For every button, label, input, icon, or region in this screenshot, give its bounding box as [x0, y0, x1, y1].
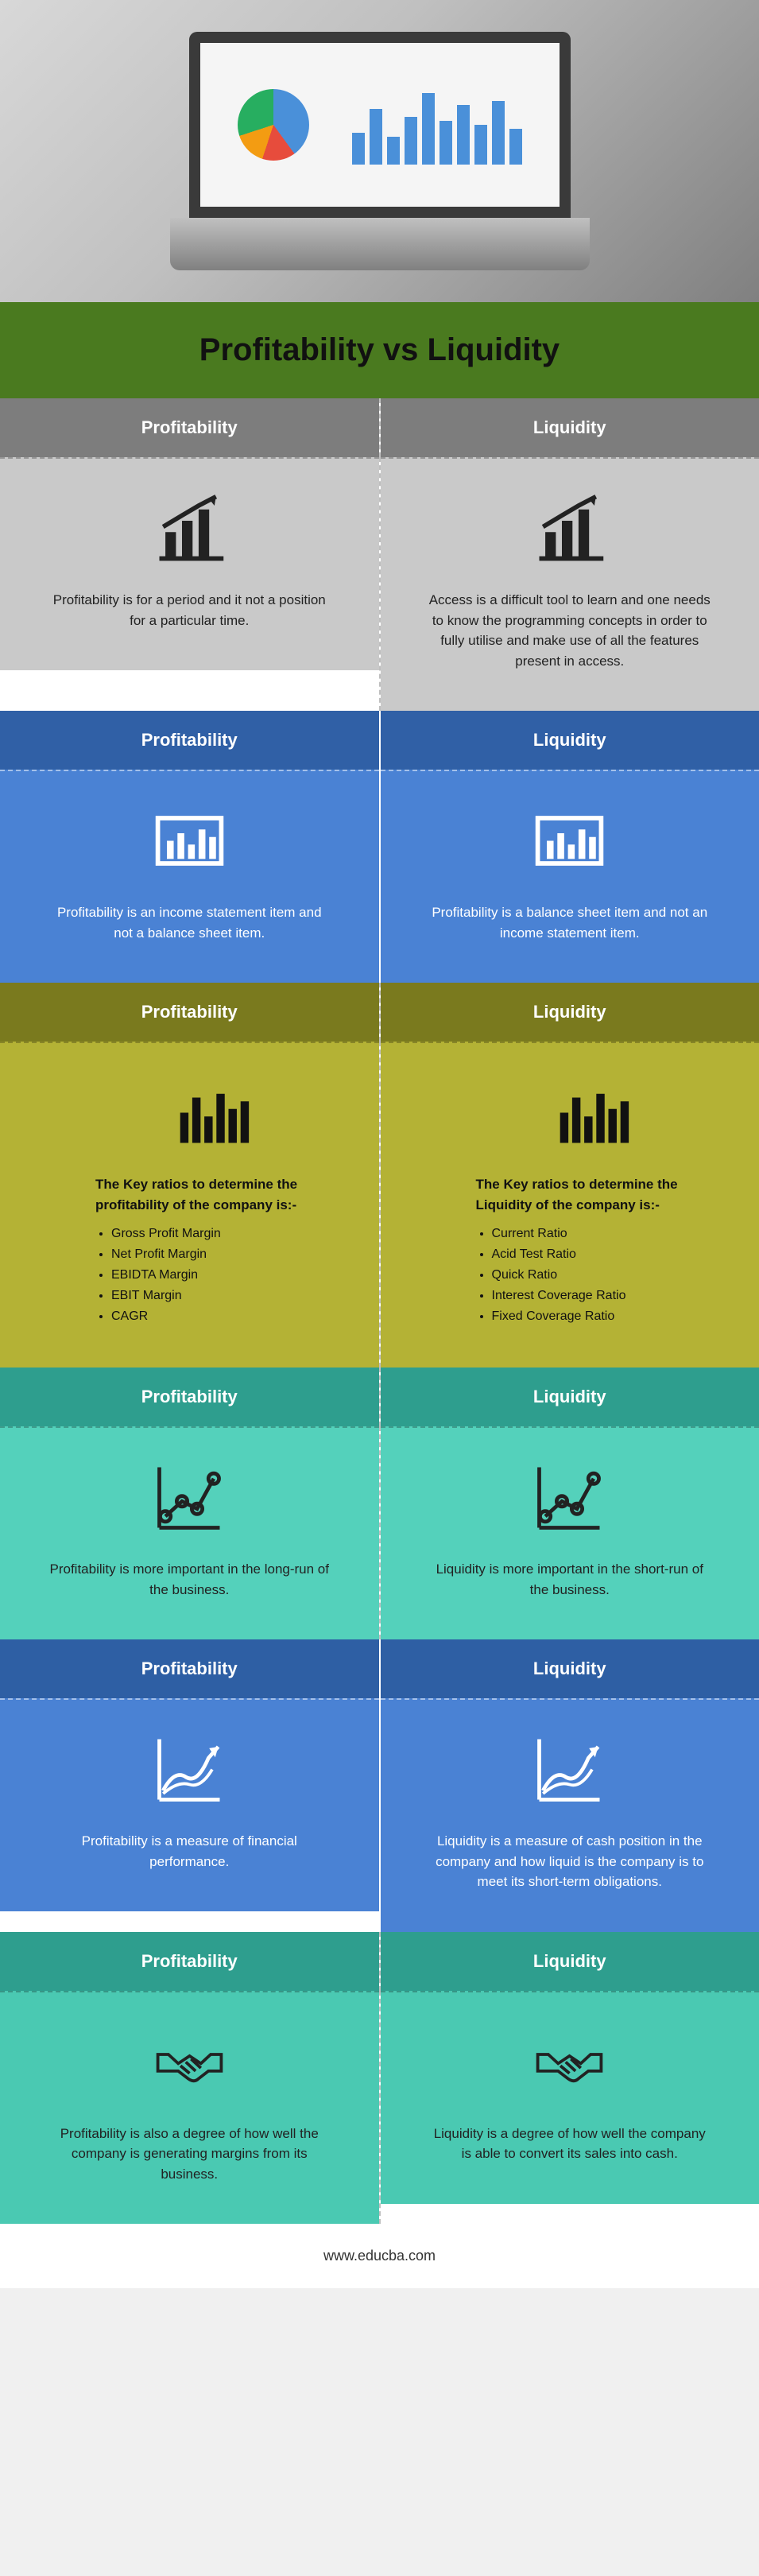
right-list: Current Ratio Acid Test Ratio Quick RatioI… — [476, 1224, 712, 1326]
left-intro: The Key ratios to determine the profitab… — [95, 1174, 331, 1215]
laptop-illustration — [189, 32, 571, 270]
comparison-section: Profitability Liquidity Profitability is… — [0, 711, 759, 983]
hero-image — [0, 0, 759, 302]
handshake-icon — [532, 2024, 607, 2100]
left-text: Profitability is also a degree of how we… — [48, 2124, 331, 2185]
line-dots-icon — [152, 1460, 227, 1535]
list-item: Net Profit Margin — [111, 1245, 331, 1264]
list-item: EBIT Margin — [111, 1286, 331, 1305]
bar-growth-icon — [152, 491, 227, 566]
comparison-section: Profitability Liquidity Profitability is… — [0, 1639, 759, 1932]
bar-chart-icon — [352, 85, 522, 165]
bar-growth-icon — [532, 491, 607, 566]
comparison-section: Profitability Liquidity Profitability is… — [0, 1932, 759, 2225]
left-text: Profitability is a measure of financial … — [48, 1831, 331, 1872]
right-header: Liquidity — [381, 711, 759, 770]
right-text: Access is a difficult tool to learn and … — [428, 590, 712, 671]
left-header: Profitability — [0, 711, 379, 770]
comparison-section: Profitability Liquidity Profitability is… — [0, 1368, 759, 1639]
right-header: Liquidity — [381, 1368, 759, 1426]
right-text: Profitability is a balance sheet item an… — [428, 902, 712, 943]
arrow-chart-icon — [532, 1732, 607, 1807]
right-text: Liquidity is more important in the short… — [428, 1559, 712, 1600]
left-header: Profitability — [0, 398, 379, 457]
right-header: Liquidity — [381, 983, 759, 1042]
left-header: Profitability — [0, 1368, 379, 1426]
bar-box-icon — [532, 803, 607, 879]
right-text: Liquidity is a degree of how well the co… — [428, 2124, 712, 2164]
left-header: Profitability — [0, 983, 379, 1042]
pie-chart-icon — [238, 89, 309, 161]
bar-simple-icon — [556, 1075, 631, 1150]
left-list: Gross Profit Margin Net Profit Margin EBID… — [95, 1224, 331, 1326]
left-text: Profitability is more important in the l… — [48, 1559, 331, 1600]
list-item: Quick Ratio — [492, 1266, 712, 1285]
list-item: CAGR — [111, 1307, 331, 1326]
list-item: EBIDTA Margin — [111, 1266, 331, 1285]
comparison-section: Profitability Liquidity Profitability is… — [0, 398, 759, 711]
comparison-section: Profitability Liquidity The Key ratios t… — [0, 983, 759, 1368]
right-text: Liquidity is a measure of cash position … — [428, 1831, 712, 1892]
right-header: Liquidity — [381, 1932, 759, 1991]
footer-url: www.educba.com — [0, 2224, 759, 2288]
right-intro: The Key ratios to determine the Liquidit… — [476, 1174, 712, 1215]
list-item: Interest Coverage Ratio — [492, 1286, 712, 1305]
right-header: Liquidity — [381, 1639, 759, 1698]
list-item: Fixed Coverage Ratio — [492, 1307, 712, 1326]
bar-box-icon — [152, 803, 227, 879]
arrow-chart-icon — [152, 1732, 227, 1807]
left-text: Profitability is an income statement ite… — [48, 902, 331, 943]
right-header: Liquidity — [381, 398, 759, 457]
handshake-icon — [152, 2024, 227, 2100]
list-item: Acid Test Ratio — [492, 1245, 712, 1264]
list-item: Gross Profit Margin — [111, 1224, 331, 1243]
left-header: Profitability — [0, 1639, 379, 1698]
left-text: Profitability is for a period and it not… — [48, 590, 331, 630]
bar-simple-icon — [176, 1075, 251, 1150]
left-header: Profitability — [0, 1932, 379, 1991]
page: Profitability vs Liquidity Profitability… — [0, 0, 759, 2288]
line-dots-icon — [532, 1460, 607, 1535]
page-title: Profitability vs Liquidity — [0, 302, 759, 398]
list-item: Current Ratio — [492, 1224, 712, 1243]
